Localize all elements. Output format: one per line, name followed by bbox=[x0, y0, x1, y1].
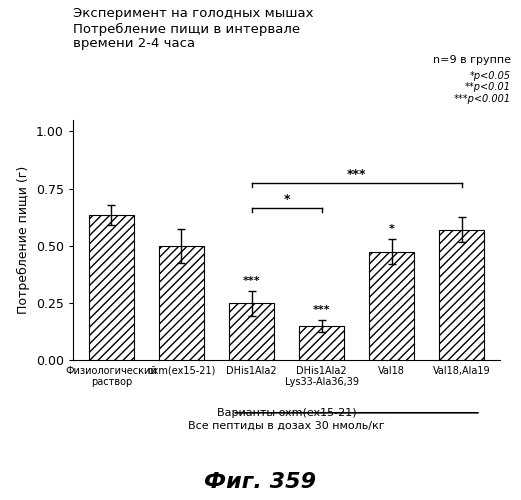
Text: Все пептиды в дозах 30 нмоль/кг: Все пептиды в дозах 30 нмоль/кг bbox=[188, 421, 385, 431]
Text: **p<0.01: **p<0.01 bbox=[465, 82, 511, 92]
Bar bbox=[89, 215, 134, 360]
Text: ***: *** bbox=[313, 306, 330, 316]
Text: Варианты oxm(ex15-21): Варианты oxm(ex15-21) bbox=[217, 408, 356, 418]
Text: Эксперимент на голодных мышах: Эксперимент на голодных мышах bbox=[73, 8, 314, 20]
Bar bbox=[229, 304, 274, 360]
Bar bbox=[369, 252, 414, 360]
Text: ***: *** bbox=[243, 276, 260, 285]
Text: *p<0.05: *p<0.05 bbox=[469, 71, 511, 81]
Text: Фиг. 359: Фиг. 359 bbox=[204, 472, 317, 492]
Bar bbox=[439, 230, 485, 360]
Text: ***: *** bbox=[347, 168, 366, 180]
Text: времени 2-4 часа: времени 2-4 часа bbox=[73, 38, 195, 51]
Text: n=9 в группе: n=9 в группе bbox=[432, 55, 511, 65]
Y-axis label: Потребление пищи (г): Потребление пищи (г) bbox=[17, 166, 30, 314]
Bar bbox=[159, 246, 204, 360]
Text: Потребление пищи в интервале: Потребление пищи в интервале bbox=[73, 22, 300, 36]
Text: *: * bbox=[389, 224, 394, 234]
Text: ***p<0.001: ***p<0.001 bbox=[453, 94, 511, 104]
Text: *: * bbox=[283, 192, 290, 205]
Bar bbox=[299, 326, 344, 360]
